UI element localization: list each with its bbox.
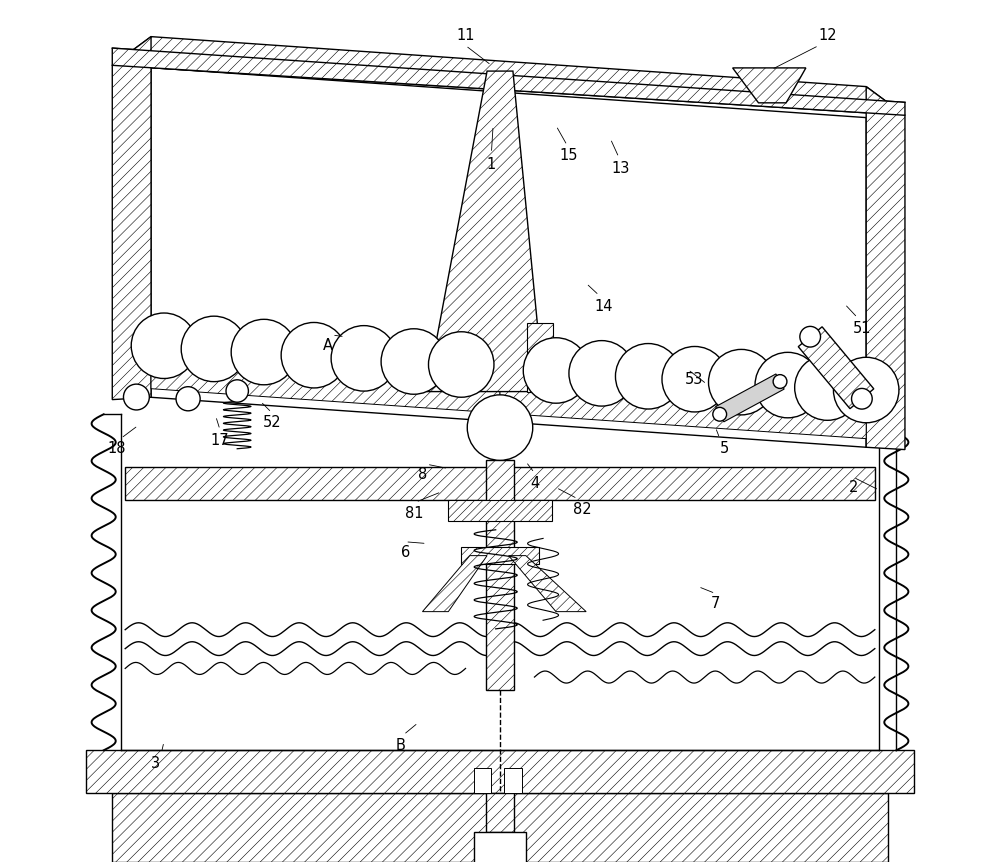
Circle shape — [226, 380, 248, 402]
Polygon shape — [527, 323, 553, 392]
Polygon shape — [112, 36, 151, 400]
Polygon shape — [427, 71, 544, 392]
Circle shape — [231, 319, 297, 385]
Circle shape — [176, 387, 200, 411]
Text: 13: 13 — [611, 161, 630, 176]
Polygon shape — [448, 500, 552, 521]
Polygon shape — [733, 68, 806, 103]
Text: 82: 82 — [573, 501, 591, 517]
Circle shape — [281, 323, 347, 388]
Polygon shape — [151, 67, 866, 447]
Bar — [474, 832, 526, 863]
Text: 52: 52 — [262, 415, 281, 431]
Circle shape — [709, 350, 774, 415]
Text: 8: 8 — [418, 467, 427, 482]
Text: 17: 17 — [211, 432, 229, 448]
Polygon shape — [125, 467, 875, 500]
Polygon shape — [486, 793, 514, 832]
Polygon shape — [798, 327, 874, 409]
Circle shape — [381, 329, 447, 394]
Bar — [504, 767, 522, 793]
Text: 12: 12 — [818, 28, 837, 42]
Text: 4: 4 — [530, 476, 539, 491]
Text: 51: 51 — [853, 321, 871, 336]
Text: 53: 53 — [685, 372, 703, 387]
Polygon shape — [461, 547, 539, 564]
Circle shape — [833, 357, 899, 423]
Text: 11: 11 — [456, 28, 475, 42]
Text: A: A — [323, 337, 333, 353]
Text: 2: 2 — [849, 480, 858, 495]
Text: 3: 3 — [151, 756, 160, 771]
Circle shape — [852, 388, 872, 409]
Polygon shape — [716, 374, 784, 422]
Text: 7: 7 — [711, 596, 720, 611]
Text: B: B — [396, 739, 406, 753]
Polygon shape — [151, 358, 500, 413]
Circle shape — [755, 352, 821, 418]
Polygon shape — [486, 460, 514, 690]
Circle shape — [131, 313, 197, 379]
Text: 18: 18 — [107, 441, 126, 457]
Polygon shape — [866, 86, 905, 450]
Circle shape — [569, 341, 634, 406]
Polygon shape — [112, 793, 888, 862]
Text: 81: 81 — [405, 506, 423, 521]
Circle shape — [713, 407, 727, 421]
Text: 1: 1 — [487, 157, 496, 172]
Circle shape — [773, 375, 787, 388]
Polygon shape — [86, 750, 914, 793]
Circle shape — [795, 355, 860, 420]
Circle shape — [523, 337, 589, 403]
Polygon shape — [112, 48, 905, 116]
Circle shape — [123, 384, 149, 410]
Polygon shape — [112, 36, 905, 116]
Circle shape — [662, 346, 727, 412]
Circle shape — [428, 331, 494, 397]
Text: 6: 6 — [401, 545, 410, 559]
Bar — [474, 767, 491, 793]
Text: 5: 5 — [719, 441, 729, 457]
Polygon shape — [500, 383, 866, 438]
Circle shape — [800, 326, 821, 347]
Circle shape — [615, 343, 681, 409]
Polygon shape — [422, 556, 487, 612]
Text: 14: 14 — [594, 299, 613, 314]
Circle shape — [331, 325, 397, 391]
Text: 15: 15 — [560, 148, 578, 163]
Circle shape — [181, 316, 247, 381]
Polygon shape — [509, 556, 586, 612]
Circle shape — [467, 395, 533, 460]
